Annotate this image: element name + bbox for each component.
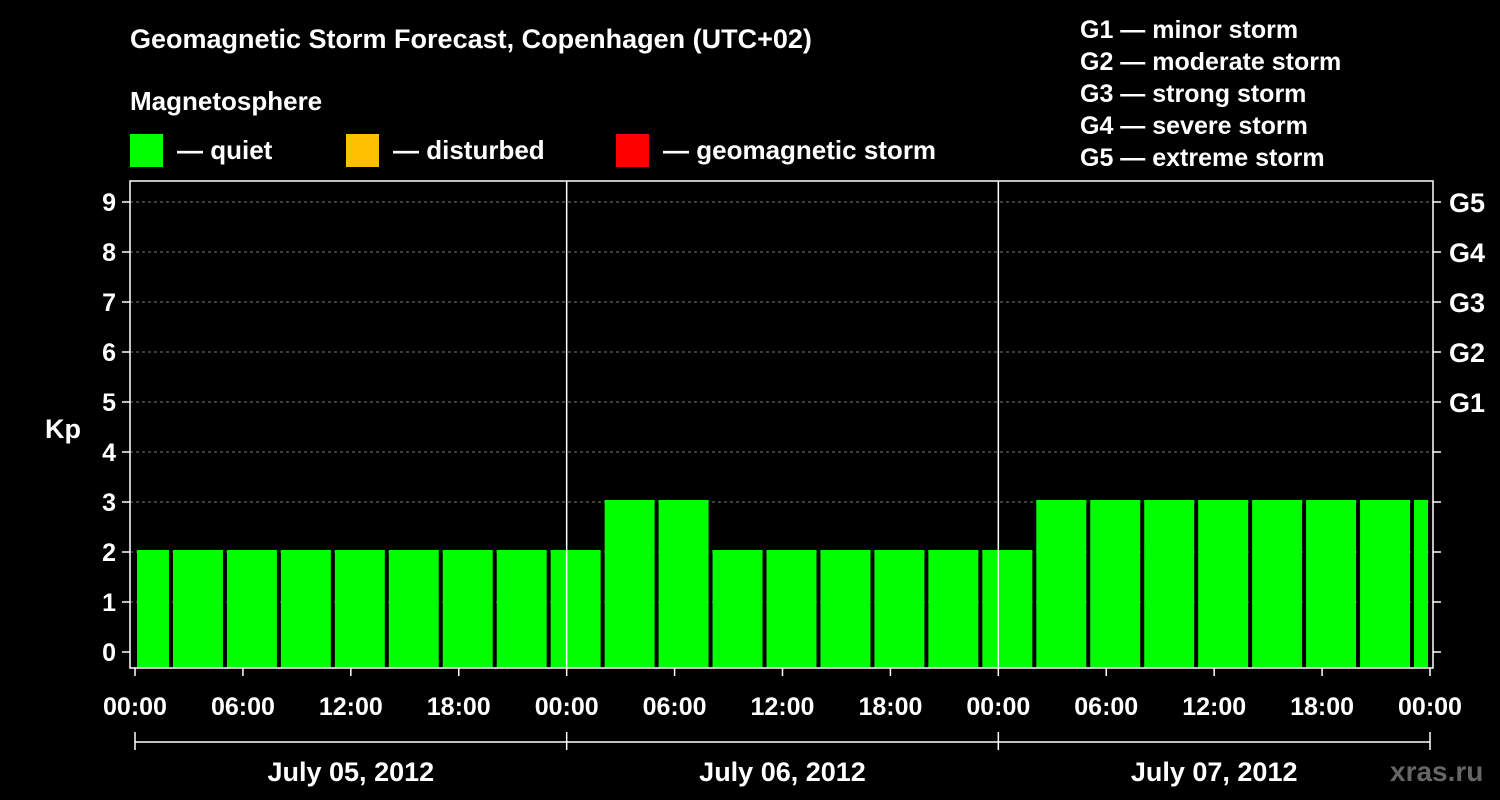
kp-bar	[1414, 500, 1428, 668]
kp-bar	[766, 550, 817, 668]
g-scale-label: G3	[1449, 288, 1485, 318]
storm-scale-list: G1 — minor storm G2 — moderate storm G3 …	[1080, 14, 1341, 174]
legend-swatch-storm	[616, 133, 649, 167]
x-tick-label: 00:00	[966, 693, 1030, 721]
kp-bar	[1252, 500, 1303, 668]
x-tick-label: 00:00	[1398, 693, 1462, 721]
x-tick-label: 06:00	[211, 693, 275, 721]
kp-bar	[442, 550, 493, 668]
x-tick-label: 06:00	[1074, 693, 1138, 721]
magnetosphere-label: Magnetosphere	[130, 86, 323, 116]
x-tick-label: 12:00	[751, 693, 815, 721]
g-scale-label: G1	[1449, 388, 1485, 418]
y-tick-label: 3	[102, 489, 116, 517]
legend-label-storm: — geomagnetic storm	[663, 134, 937, 165]
legend-label-disturbed: — disturbed	[393, 134, 545, 165]
kp-bar	[172, 550, 223, 668]
date-label: July 05, 2012	[268, 757, 435, 787]
legend-item-storm: — geomagnetic storm	[616, 133, 936, 167]
kp-bar	[388, 550, 439, 668]
y-tick-label: 5	[102, 389, 116, 417]
legend-label-quiet: — quiet	[177, 134, 273, 165]
legend-item-disturbed: — disturbed	[346, 133, 545, 167]
kp-bar	[982, 550, 1033, 668]
date-label: July 06, 2012	[699, 757, 866, 787]
x-tick-label: 06:00	[643, 693, 707, 721]
x-tick-label: 18:00	[427, 693, 491, 721]
g-scale-label: G5	[1449, 188, 1485, 218]
storm-scale-g4: G4 — severe storm	[1080, 112, 1308, 140]
kp-bar	[137, 550, 169, 668]
x-tick-label: 00:00	[103, 693, 167, 721]
kp-bar	[1198, 500, 1249, 668]
y-tick-label: 9	[102, 189, 116, 217]
kp-bar	[820, 550, 871, 668]
x-tick-label: 18:00	[858, 693, 922, 721]
kp-bar	[604, 500, 655, 668]
x-tick-label: 12:00	[319, 693, 383, 721]
kp-bar	[226, 550, 277, 668]
date-label: July 07, 2012	[1131, 757, 1298, 787]
kp-bar	[1306, 500, 1357, 668]
storm-scale-g2: G2 — moderate storm	[1080, 48, 1342, 76]
kp-bar	[928, 550, 979, 668]
kp-bar	[1036, 500, 1087, 668]
storm-scale-g3: G3 — strong storm	[1080, 80, 1307, 108]
storm-scale-g5: G5 — extreme storm	[1080, 144, 1325, 172]
watermark: xras.ru	[1390, 756, 1484, 787]
legend-swatch-disturbed	[346, 133, 379, 167]
kp-bar	[658, 500, 709, 668]
x-tick-label: 12:00	[1182, 693, 1246, 721]
y-tick-label: 0	[102, 639, 116, 667]
kp-bar	[1090, 500, 1141, 668]
y-tick-label: 2	[102, 539, 116, 567]
y-tick-label: 1	[102, 589, 116, 617]
kp-bar	[550, 550, 601, 668]
x-tick-label: 18:00	[1290, 693, 1354, 721]
plot-frame	[129, 180, 1434, 669]
x-tick-label: 00:00	[535, 693, 599, 721]
legend-item-quiet: — quiet	[130, 133, 272, 167]
y-tick-label: 7	[102, 289, 116, 317]
y-tick-label: 4	[102, 439, 116, 467]
g-scale-label: G2	[1449, 338, 1485, 368]
storm-scale-g1: G1 — minor storm	[1080, 16, 1299, 44]
g-scale-label: G4	[1449, 238, 1485, 268]
kp-bar	[496, 550, 547, 668]
kp-bar	[1144, 500, 1195, 668]
chart-title: Geomagnetic Storm Forecast, Copenhagen (…	[130, 24, 812, 54]
kp-bar	[280, 550, 331, 668]
y-axis-label: Kp	[45, 414, 81, 444]
kp-bar	[874, 550, 925, 668]
kp-bar	[1360, 500, 1411, 668]
y-tick-label: 6	[102, 339, 116, 367]
legend-swatch-quiet	[130, 133, 163, 167]
y-tick-label: 8	[102, 239, 116, 267]
kp-bar	[334, 550, 385, 668]
kp-bar	[712, 550, 763, 668]
